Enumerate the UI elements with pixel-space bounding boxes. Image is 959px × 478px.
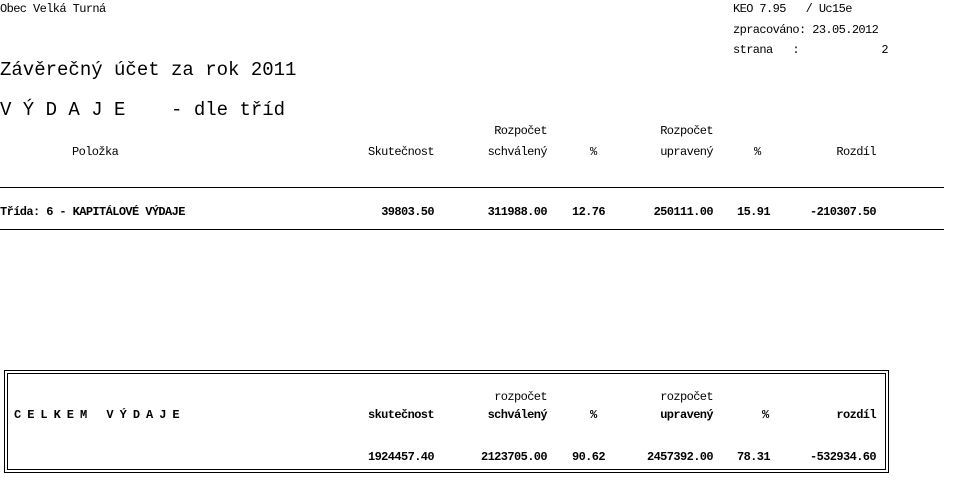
column-header: % [590,145,598,159]
column-header: upravený [660,145,713,159]
column-header: rozpočet [494,390,547,404]
page-number: 2 [881,43,888,57]
total-box-inner [7,373,886,470]
report-subtitle: V Ý D A J E - dle tříd [0,99,285,121]
column-header: rozpočet [660,390,713,404]
column-header: Rozdíl [836,145,876,159]
report-title: Závěrečný účet za rok 2011 [0,59,296,81]
processed-date: zpracováno: 23.05.2012 [733,23,879,37]
column-header: upravený [660,408,713,422]
total-value: 1924457.40 [368,450,434,464]
version: KEO 7.95 / Uc15e [733,2,852,16]
total-value: 2457392.00 [647,450,713,464]
cell: 12.76 [572,205,605,219]
total-box [4,370,889,473]
cell: 39803.50 [381,205,434,219]
column-header: % [590,408,598,422]
cell: -210307.50 [810,205,876,219]
cell: 311988.00 [488,205,548,219]
total-value: 78.31 [737,450,770,464]
column-header: skutečnost [368,408,434,422]
column-header: Rozpočet [660,124,713,138]
column-header: Skutečnost [368,145,434,159]
total-label: C E L K E M V Ý D A J E [14,407,179,422]
org-name: Obec Velká Turná [0,2,106,16]
row-label: Třída: 6 - KAPITÁLOVÉ VÝDAJE [0,204,185,219]
column-header: % [762,408,770,422]
total-value: 2123705.00 [481,450,547,464]
total-value: -532934.60 [810,450,876,464]
column-header: Položka [72,145,119,159]
page-label: strana : [733,43,799,57]
cell: 15.91 [737,205,770,219]
column-header: Rozpočet [494,124,547,138]
total-value: 90.62 [572,450,605,464]
column-header: schválený [488,145,548,159]
column-header: schválený [488,408,548,422]
column-header: % [754,145,762,159]
cell: 250111.00 [654,205,714,219]
column-header: rozdíl [836,408,876,422]
